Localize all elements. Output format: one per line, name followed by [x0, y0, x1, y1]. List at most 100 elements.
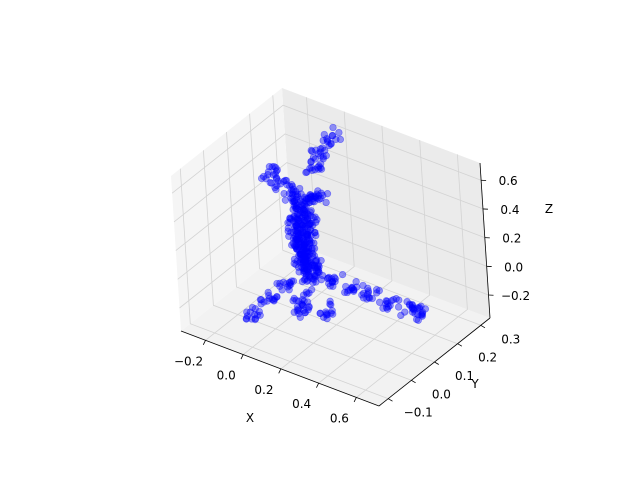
grid-line-y: [272, 95, 481, 326]
grid-line-z: [177, 190, 487, 280]
z-tick-label: −0.2: [501, 289, 530, 303]
data-point: [301, 249, 310, 258]
data-point: [285, 282, 294, 290]
data-point: [299, 306, 308, 315]
data-point: [309, 197, 317, 205]
data-point: [303, 198, 311, 206]
data-point: [304, 215, 312, 223]
data-point: [296, 209, 304, 217]
data-point: [410, 306, 418, 314]
data-point: [306, 191, 314, 199]
data-point: [303, 230, 312, 238]
data-point: [311, 229, 319, 237]
grid-line-y: [226, 131, 435, 363]
data-point: [322, 152, 330, 160]
data-point: [293, 201, 301, 209]
y-tick: [480, 324, 486, 329]
z-tick-label: 0.0: [504, 260, 523, 274]
data-point: [295, 217, 303, 225]
data-point: [311, 192, 320, 200]
data-point: [298, 300, 306, 308]
data-point: [304, 263, 313, 271]
data-point: [308, 246, 316, 254]
data-point: [287, 181, 296, 189]
data-point: [307, 225, 315, 234]
data-point: [348, 283, 356, 291]
y-tick-label: 0.0: [432, 387, 451, 401]
data-point: [323, 135, 331, 143]
data-point: [255, 307, 263, 316]
data-point: [295, 307, 303, 315]
data-point: [289, 182, 297, 191]
data-point: [301, 207, 309, 215]
data-point: [276, 279, 284, 287]
grid-line-x: [318, 140, 431, 384]
data-point: [326, 282, 334, 290]
grid-line-z: [175, 162, 485, 251]
data-point: [302, 270, 310, 278]
data-point: [296, 217, 304, 225]
data-point: [306, 239, 314, 248]
data-point: [304, 265, 313, 273]
data-point: [283, 181, 291, 189]
data-point: [383, 305, 392, 313]
data-point: [298, 277, 307, 286]
data-point: [308, 244, 316, 253]
y-tick: [457, 343, 463, 347]
grid-line-x: [356, 154, 468, 398]
data-point: [293, 222, 301, 230]
data-point: [304, 243, 312, 252]
data-point: [317, 256, 325, 265]
data-point: [336, 135, 345, 144]
data-point: [322, 311, 331, 319]
data-point: [300, 267, 308, 275]
data-point: [300, 244, 308, 252]
data-point: [300, 237, 308, 246]
data-point: [294, 203, 303, 211]
data-point: [256, 311, 264, 319]
data-point: [297, 250, 305, 259]
data-point: [316, 309, 324, 318]
data-point: [306, 219, 315, 228]
data-point: [305, 302, 313, 311]
data-point: [301, 263, 309, 271]
data-point: [294, 243, 302, 251]
data-point: [297, 251, 305, 259]
data-point: [251, 305, 259, 313]
data-point: [299, 246, 307, 255]
data-point: [293, 190, 302, 199]
data-point: [300, 210, 309, 219]
data-point: [401, 308, 409, 316]
data-point: [414, 311, 422, 319]
data-point: [274, 177, 282, 185]
data-point: [299, 242, 307, 250]
data-point: [308, 286, 316, 294]
data-point: [307, 192, 315, 201]
data-point: [307, 219, 315, 228]
data-point: [308, 261, 316, 269]
data-point: [294, 236, 302, 244]
data-point: [310, 244, 319, 253]
data-point: [294, 215, 302, 223]
data-point: [364, 284, 372, 292]
data-point: [315, 195, 323, 203]
data-point: [299, 236, 307, 244]
data-point: [415, 303, 424, 312]
data-point: [302, 272, 310, 280]
data-point: [306, 239, 314, 247]
data-point: [328, 278, 336, 287]
x-tick-label: 0.6: [330, 411, 349, 425]
data-point: [268, 295, 276, 303]
data-point: [289, 217, 298, 225]
data-point: [311, 264, 319, 272]
data-point: [293, 222, 301, 230]
data-point: [299, 260, 307, 268]
data-point: [302, 244, 311, 252]
data-point: [251, 315, 260, 323]
data-point: [299, 225, 307, 233]
data-point: [319, 313, 328, 321]
data-point: [297, 220, 306, 229]
data-point: [403, 298, 411, 306]
data-point: [307, 158, 315, 166]
data-point: [326, 297, 334, 305]
